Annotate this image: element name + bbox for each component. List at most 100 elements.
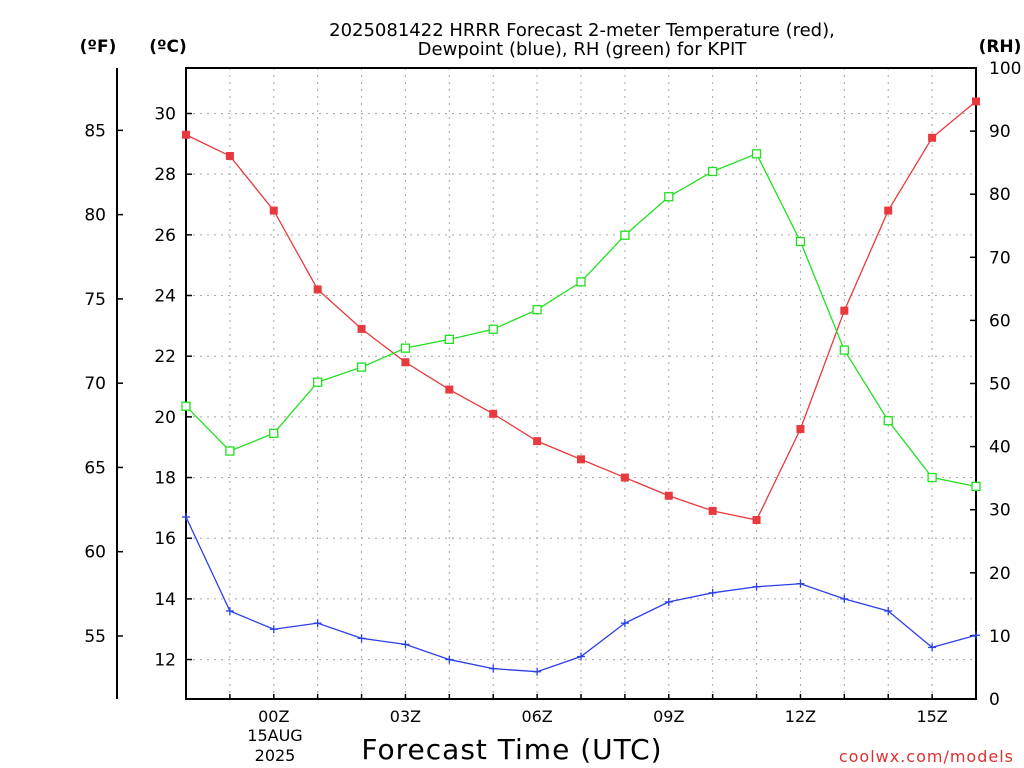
rh-point xyxy=(927,472,937,483)
dewpoint-point xyxy=(972,631,980,640)
temperature-point xyxy=(269,206,278,215)
dewpoint-point xyxy=(620,619,629,628)
watermark-text: coolwx.com/models xyxy=(839,747,1014,766)
temperature-point xyxy=(313,285,322,294)
rh-tick-label: 40 xyxy=(989,438,1011,458)
temperature-point xyxy=(533,437,542,446)
temperature-point xyxy=(664,491,673,500)
celsius-tick-label: 24 xyxy=(154,287,176,307)
temperature-point xyxy=(182,130,190,139)
fahrenheit-tick-label: 75 xyxy=(84,290,106,310)
fahrenheit-unit-label: (ºF) xyxy=(80,37,117,57)
rh-tick-label: 0 xyxy=(989,690,1000,710)
rh-point xyxy=(795,236,806,247)
tick-labels: 12 14 16 18 20 22 24 26 28 30 55 60 65 70 75 80 85 0 10 20 3… xyxy=(84,59,1021,726)
temperature-point xyxy=(928,133,937,142)
x-tick-label: 12Z xyxy=(785,707,816,726)
temperature-point xyxy=(972,97,980,106)
data-series xyxy=(181,97,981,676)
rh-tick-label: 100 xyxy=(989,59,1021,79)
dewpoint-point xyxy=(401,640,410,649)
temperature-point xyxy=(752,516,761,525)
temperature-point xyxy=(357,324,366,333)
x-tick-label: 06Z xyxy=(521,707,552,726)
x-date-label-day: 15AUG xyxy=(247,726,302,745)
celsius-tick-label: 22 xyxy=(154,347,176,367)
dewpoint-point xyxy=(840,594,849,603)
axes xyxy=(116,67,977,700)
rh-tick-label: 10 xyxy=(989,627,1011,647)
celsius-tick-label: 12 xyxy=(154,651,176,671)
x-tick-label: 15Z xyxy=(916,707,947,726)
dewpoint-point xyxy=(664,597,673,606)
celsius-tick-label: 30 xyxy=(154,105,176,125)
x-tick-label: 00Z xyxy=(258,707,289,726)
rh-tick-label: 70 xyxy=(989,248,1011,268)
temperature-point xyxy=(445,385,454,394)
dewpoint-point xyxy=(796,579,805,588)
dewpoint-point xyxy=(269,625,278,634)
rh-point xyxy=(839,345,849,355)
rh-point xyxy=(444,334,454,344)
x-tick-label: 09Z xyxy=(653,707,684,726)
rh-point xyxy=(400,343,411,353)
rh-tick-label: 80 xyxy=(989,185,1011,205)
dewpoint-point xyxy=(884,607,893,616)
dewpoint-point xyxy=(182,512,190,521)
dewpoint-point xyxy=(708,588,717,597)
celsius-tick-label: 20 xyxy=(154,408,176,428)
dewpoint-point xyxy=(225,607,234,616)
temperature-point xyxy=(796,425,805,434)
rh-point xyxy=(708,166,718,177)
rh-point xyxy=(751,149,762,159)
fahrenheit-tick-label: 70 xyxy=(84,374,106,394)
dewpoint-point xyxy=(357,634,366,643)
rh-point xyxy=(488,324,498,334)
rh-point xyxy=(181,401,191,411)
dewpoint-point xyxy=(489,664,498,673)
temperature-point xyxy=(620,473,629,482)
fahrenheit-tick-label: 85 xyxy=(84,121,106,141)
rh-tick-label: 50 xyxy=(989,375,1011,395)
x-axis-label: Forecast Time (UTC) xyxy=(361,733,662,766)
dewpoint-point xyxy=(313,619,322,628)
rh-tick-label: 90 xyxy=(989,122,1011,142)
rh-point xyxy=(664,192,674,202)
x-date-label-year: 2025 xyxy=(255,746,296,765)
x-tick-label: 03Z xyxy=(390,707,421,726)
fahrenheit-tick-label: 60 xyxy=(84,543,106,563)
temperature-point xyxy=(401,358,410,367)
celsius-tick-label: 18 xyxy=(154,469,176,489)
celsius-tick-label: 14 xyxy=(154,590,176,610)
rh-unit-label: (RH) xyxy=(979,37,1022,57)
temperature-point xyxy=(708,506,717,515)
rh-point xyxy=(356,362,367,372)
dewpoint-point xyxy=(752,582,761,591)
celsius-tick-label: 26 xyxy=(154,226,176,246)
celsius-unit-label: (ºC) xyxy=(149,37,187,57)
dewpoint-point xyxy=(928,643,937,652)
rh-point xyxy=(576,277,586,287)
rh-point xyxy=(269,428,279,438)
dewpoint-point xyxy=(533,667,542,676)
temperature-point xyxy=(577,455,585,464)
rh-point xyxy=(225,446,235,456)
fahrenheit-tick-label: 65 xyxy=(84,458,106,478)
fahrenheit-tick-label: 55 xyxy=(84,627,106,647)
chart-title-line-2: Dewpoint (blue), RH (green) for KPIT xyxy=(418,39,748,60)
rh-point xyxy=(532,305,542,315)
temperature-point xyxy=(884,206,893,215)
rh-point xyxy=(883,416,893,426)
temperature-point xyxy=(489,409,498,418)
temperature-point xyxy=(225,151,234,160)
dewpoint-point xyxy=(445,655,454,664)
dewpoint-point xyxy=(577,652,585,661)
chart-title-line-1: 2025081422 HRRR Forecast 2-meter Tempera… xyxy=(329,20,835,41)
celsius-tick-label: 16 xyxy=(154,529,176,549)
rh-tick-label: 60 xyxy=(989,311,1011,331)
rh-point xyxy=(971,481,981,492)
rh-tick-label: 30 xyxy=(989,501,1011,521)
rh-point xyxy=(313,377,323,387)
rh-point xyxy=(620,230,630,240)
